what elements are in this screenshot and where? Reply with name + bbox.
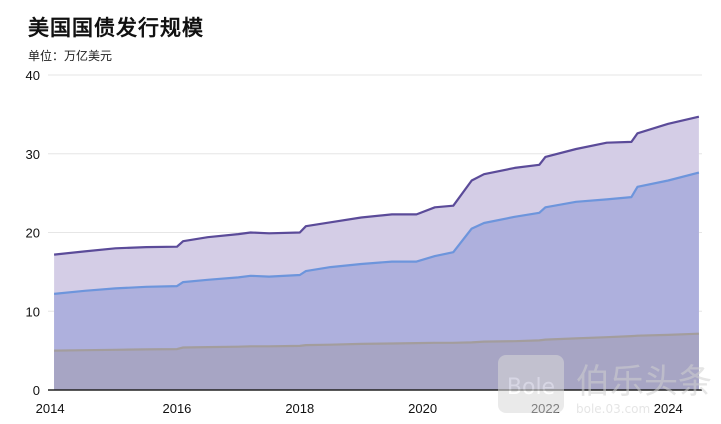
y-tick-label-0: 0 bbox=[33, 383, 40, 398]
x-tick-label-2024: 2024 bbox=[654, 401, 683, 416]
x-tick-label-2014: 2014 bbox=[36, 401, 65, 416]
y-tick-label-20: 20 bbox=[26, 226, 40, 241]
watermark-logo: Bole 伯乐头条 bole.03.com bbox=[498, 355, 712, 416]
series-1-line bbox=[53, 115, 700, 256]
chart-areas bbox=[54, 116, 699, 390]
y-tick-label-30: 30 bbox=[26, 147, 40, 162]
chart-title: 美国国债发行规模 bbox=[28, 17, 204, 40]
chart-lines bbox=[53, 115, 700, 352]
x-tick-label-2020: 2020 bbox=[408, 401, 437, 416]
series-2-line bbox=[53, 171, 700, 295]
series-3-line bbox=[54, 332, 699, 352]
watermark-cjk: 伯乐头条 bbox=[576, 362, 712, 402]
watermark-latin: Bole bbox=[507, 375, 555, 400]
unit-label: 单位：万亿美元 bbox=[28, 49, 113, 63]
series-2-area bbox=[54, 172, 699, 390]
watermark-badge bbox=[498, 355, 564, 413]
watermark-url: bole.03.com bbox=[576, 402, 650, 416]
y-tick-label-40: 40 bbox=[26, 68, 40, 83]
y-tick-label-10: 10 bbox=[26, 304, 40, 319]
x-tick-label-2016: 2016 bbox=[162, 401, 191, 416]
x-tick-label-2018: 2018 bbox=[285, 401, 314, 416]
